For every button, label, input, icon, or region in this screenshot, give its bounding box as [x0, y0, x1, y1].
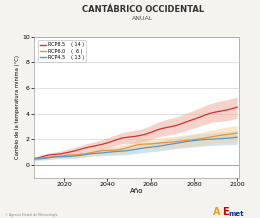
Y-axis label: Cambio de la temperatura mínima (°C): Cambio de la temperatura mínima (°C) — [15, 55, 21, 159]
Text: © Agencia Estatal de Meteorología: © Agencia Estatal de Meteorología — [5, 213, 57, 217]
Text: CANTÁBRICO OCCIDENTAL: CANTÁBRICO OCCIDENTAL — [82, 5, 204, 14]
Text: met: met — [229, 211, 244, 217]
Text: E: E — [222, 207, 229, 217]
X-axis label: Año: Año — [130, 188, 143, 194]
Text: A: A — [213, 207, 221, 217]
Text: ANUAL: ANUAL — [132, 16, 154, 21]
Legend: RCP8.5    ( 14 ), RCP6.0    (  6 ), RCP4.5    ( 13 ): RCP8.5 ( 14 ), RCP6.0 ( 6 ), RCP4.5 ( 13… — [38, 41, 86, 62]
